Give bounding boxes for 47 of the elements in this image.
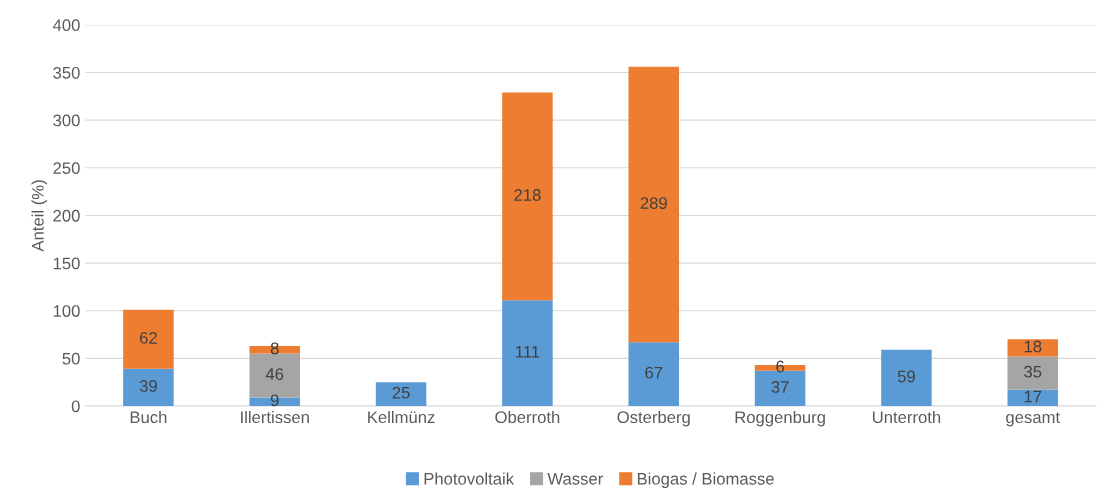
legend-label: Photovoltaik: [424, 472, 515, 485]
data-label: 18: [1024, 340, 1042, 353]
x-tick-label: gesamt: [1006, 412, 1060, 427]
bar: [375, 382, 427, 407]
y-tick-label: 200: [53, 209, 80, 222]
data-label: 218: [514, 189, 541, 201]
y-tick-label: 350: [53, 66, 80, 79]
y-tick-label: 0: [71, 400, 80, 413]
bar: [123, 309, 174, 369]
data-label: 46: [265, 368, 284, 380]
y-tick-label: 50: [62, 352, 80, 365]
bar: [1007, 389, 1059, 407]
data-label: 59: [897, 370, 915, 383]
data-label: 8: [270, 342, 279, 355]
x-tick-label: Roggenburg: [735, 410, 825, 427]
bar: [628, 66, 680, 343]
data-label: 17: [1024, 390, 1042, 403]
x-tick-label: Oberroth: [495, 410, 560, 424]
bar: [123, 368, 174, 407]
x-tick-label: Illertissen: [241, 410, 309, 424]
data-label: 62: [139, 331, 157, 344]
data-label: 37: [771, 381, 789, 393]
x-tick-label: Osterberg: [617, 410, 690, 427]
bar: [1007, 356, 1059, 390]
data-label: 35: [1024, 365, 1042, 378]
data-label: 289: [640, 197, 667, 209]
y-tick-label: 400: [52, 19, 80, 32]
y-tick-label: 300: [53, 114, 80, 127]
y-axis-title: Anteil (%): [31, 180, 48, 252]
y-tick-label: 250: [53, 162, 80, 175]
x-tick-label: Kellmünz: [368, 410, 435, 424]
data-label: 25: [392, 386, 410, 399]
legend-label: Biogas / Biomasse: [637, 472, 774, 488]
data-label: 39: [139, 380, 157, 392]
bar: [502, 92, 553, 301]
data-label: 67: [645, 366, 663, 379]
y-tick-label: 100: [53, 305, 80, 317]
bar: [502, 300, 553, 407]
data-label: 111: [516, 345, 540, 358]
x-tick-label: Unterroth: [872, 410, 941, 424]
x-tick-label: Buch: [130, 410, 167, 424]
bar: [628, 342, 680, 407]
y-tick-label: 150: [53, 257, 80, 270]
bar: [1007, 339, 1059, 357]
bar: [881, 349, 932, 407]
legend-label: Wasser: [547, 473, 603, 485]
data-label: 9: [270, 394, 279, 407]
